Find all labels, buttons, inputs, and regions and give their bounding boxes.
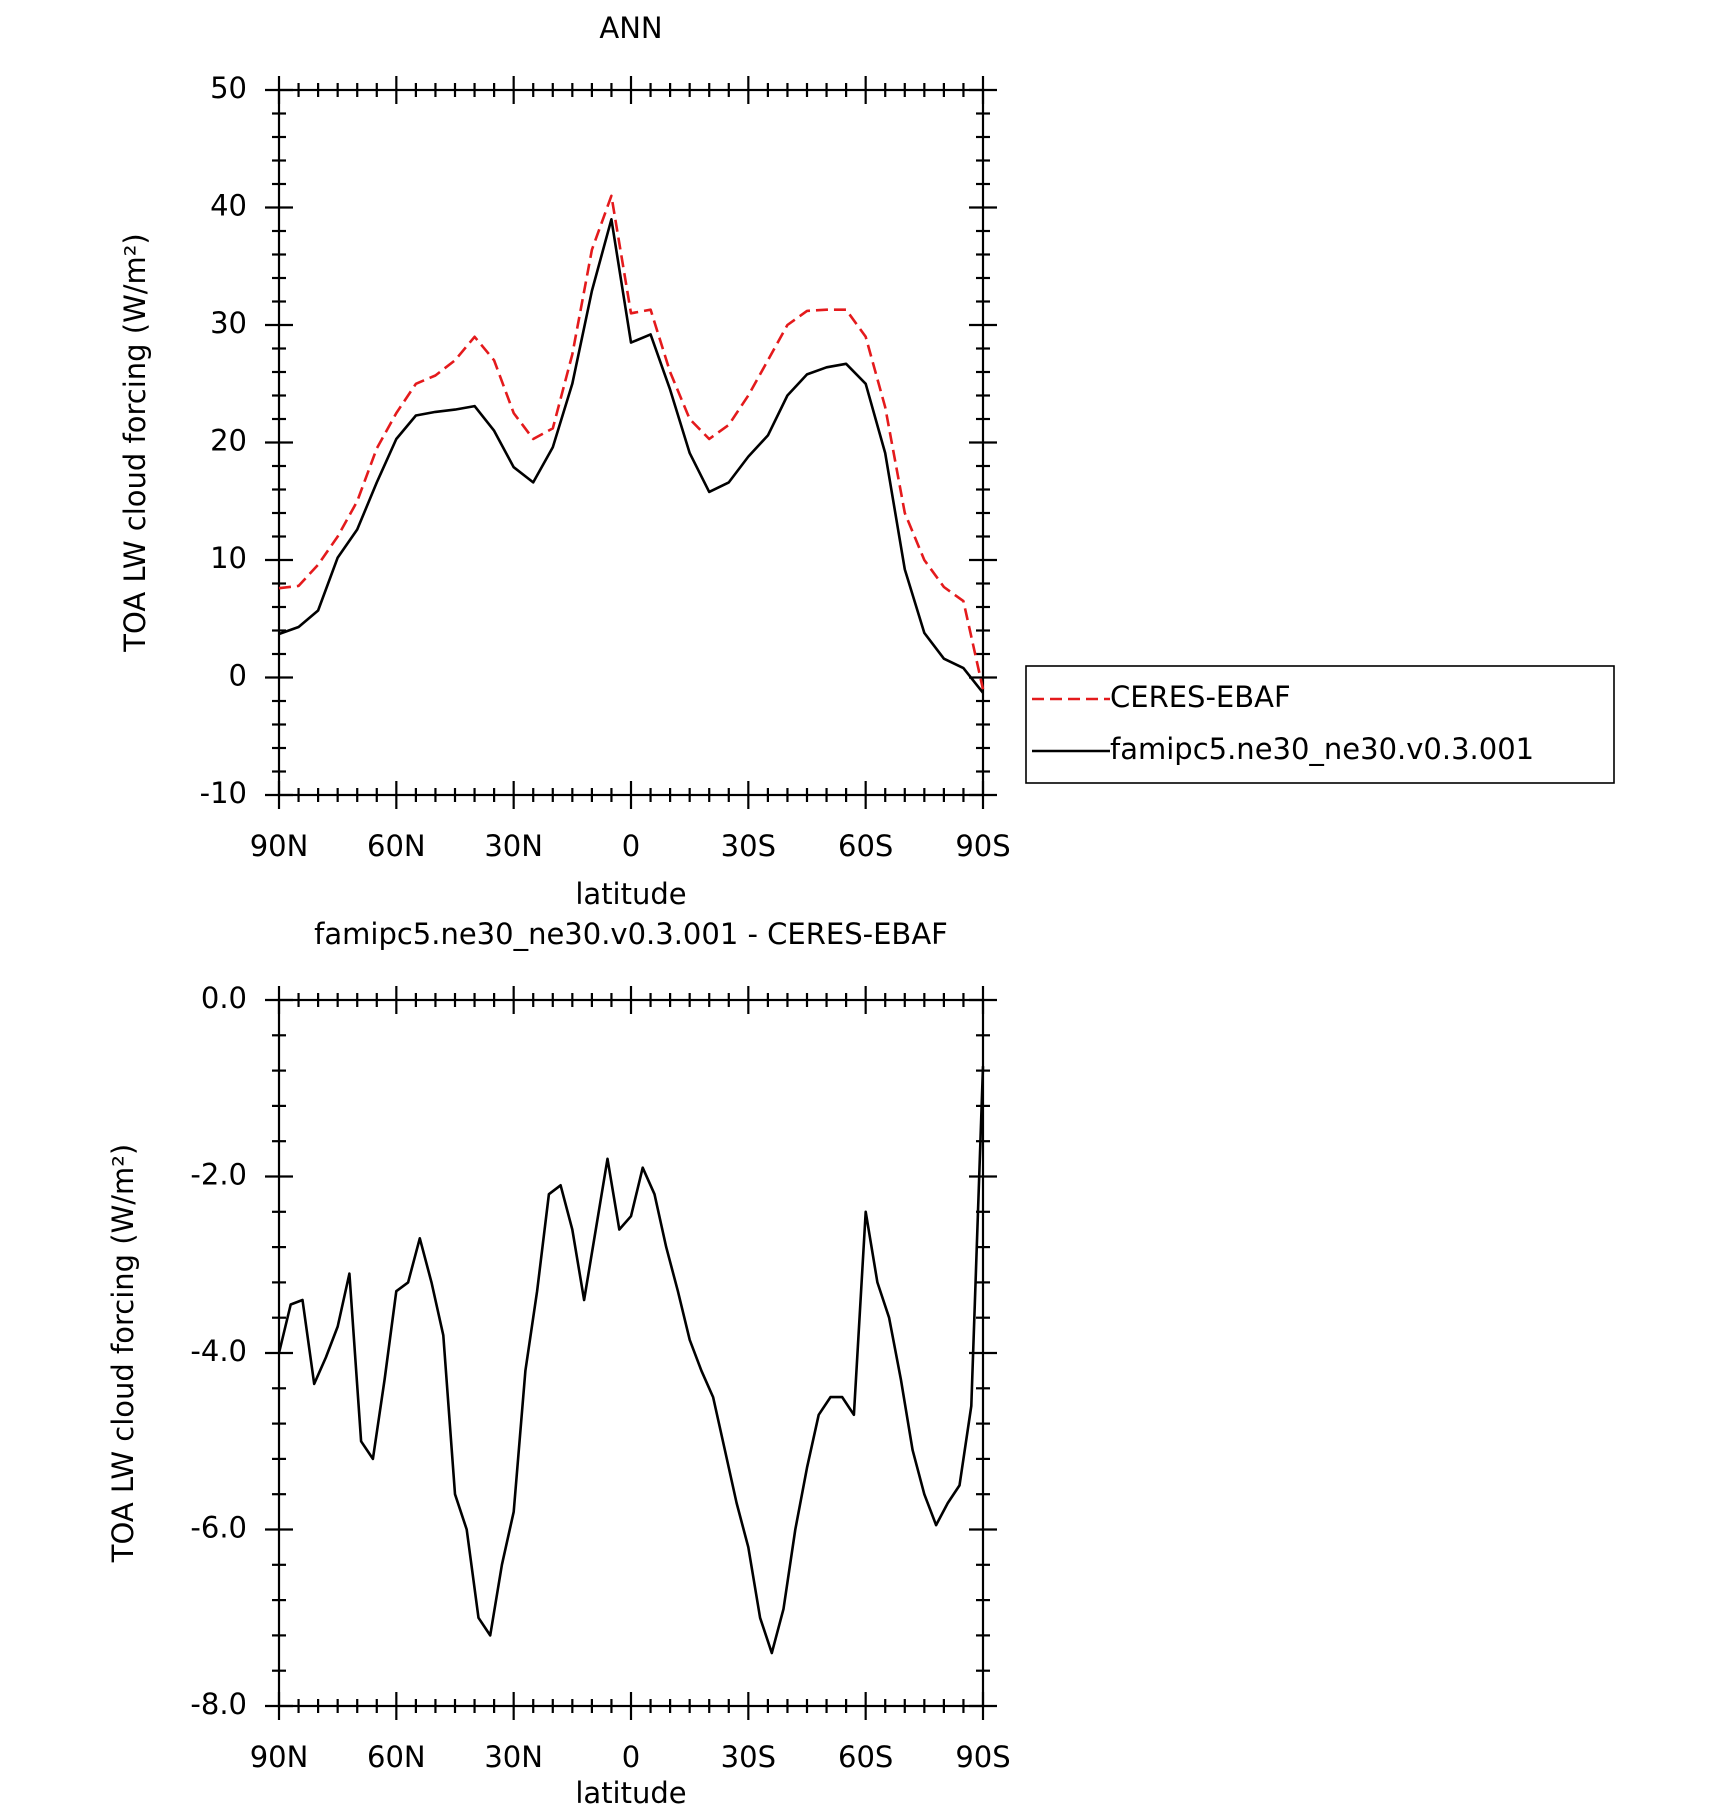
plot-frame (277, 88, 985, 797)
x-tick-label: 30S (721, 1740, 776, 1774)
y-tick-label: -10 (200, 776, 247, 810)
y-tick-label: 0.0 (201, 981, 247, 1015)
x-tick-label: 30N (484, 1740, 543, 1774)
legend-label: CERES-EBAF (1110, 680, 1291, 714)
y-tick-label: 10 (210, 541, 247, 575)
x-tick-label: 90N (250, 829, 309, 863)
series-line (278, 218, 985, 694)
y-tick-label: 50 (210, 71, 247, 105)
x-tick-label: 0 (622, 1740, 640, 1774)
y-tick-label: -2.0 (190, 1158, 247, 1192)
x-axis-label: latitude (575, 1776, 686, 1810)
x-tick-label: 30S (721, 829, 776, 863)
x-tick-label: 60N (367, 1740, 426, 1774)
x-tick-label: 60S (838, 829, 893, 863)
y-tick-label: -8.0 (190, 1687, 247, 1721)
series-line (278, 194, 985, 690)
x-tick-label: 90S (955, 829, 1010, 863)
y-axis-label: TOA LW cloud forcing (W/m²) (118, 233, 152, 652)
y-tick-label: -6.0 (190, 1511, 247, 1545)
y-tick-label: 40 (210, 189, 247, 223)
y-tick-label: 20 (210, 424, 247, 458)
y-tick-label: 30 (210, 306, 247, 340)
x-tick-label: 60S (838, 1740, 893, 1774)
x-tick-label: 0 (622, 829, 640, 863)
x-axis-label: latitude (575, 877, 686, 911)
x-tick-label: 60N (367, 829, 426, 863)
x-tick-label: 90N (250, 1740, 309, 1774)
plot: famipc5.ne30_ne30.v0.3.001 - CERES-EBAF l… (106, 917, 1011, 1810)
legend-label: famipc5.ne30_ne30.v0.3.001 (1110, 732, 1534, 766)
plot-frame (277, 998, 985, 1708)
y-tick-label: 0 (229, 659, 247, 693)
x-tick-label: 90S (955, 1740, 1010, 1774)
series-line (277, 1066, 985, 1655)
y-tick-label: -4.0 (190, 1334, 247, 1368)
y-axis-label: TOA LW cloud forcing (W/m²) (106, 1144, 140, 1563)
plot: ANN latitude TOA LW cloud forcing (W/m²) 90… (118, 11, 1011, 911)
legend: CERES-EBAF famipc5.ne30_ne30.v0.3.001 (1025, 665, 1615, 784)
x-tick-label: 30N (484, 829, 543, 863)
chart-title: ANN (599, 11, 662, 45)
chart-title: famipc5.ne30_ne30.v0.3.001 - CERES-EBAF (314, 917, 948, 951)
legend-box (1025, 665, 1615, 784)
